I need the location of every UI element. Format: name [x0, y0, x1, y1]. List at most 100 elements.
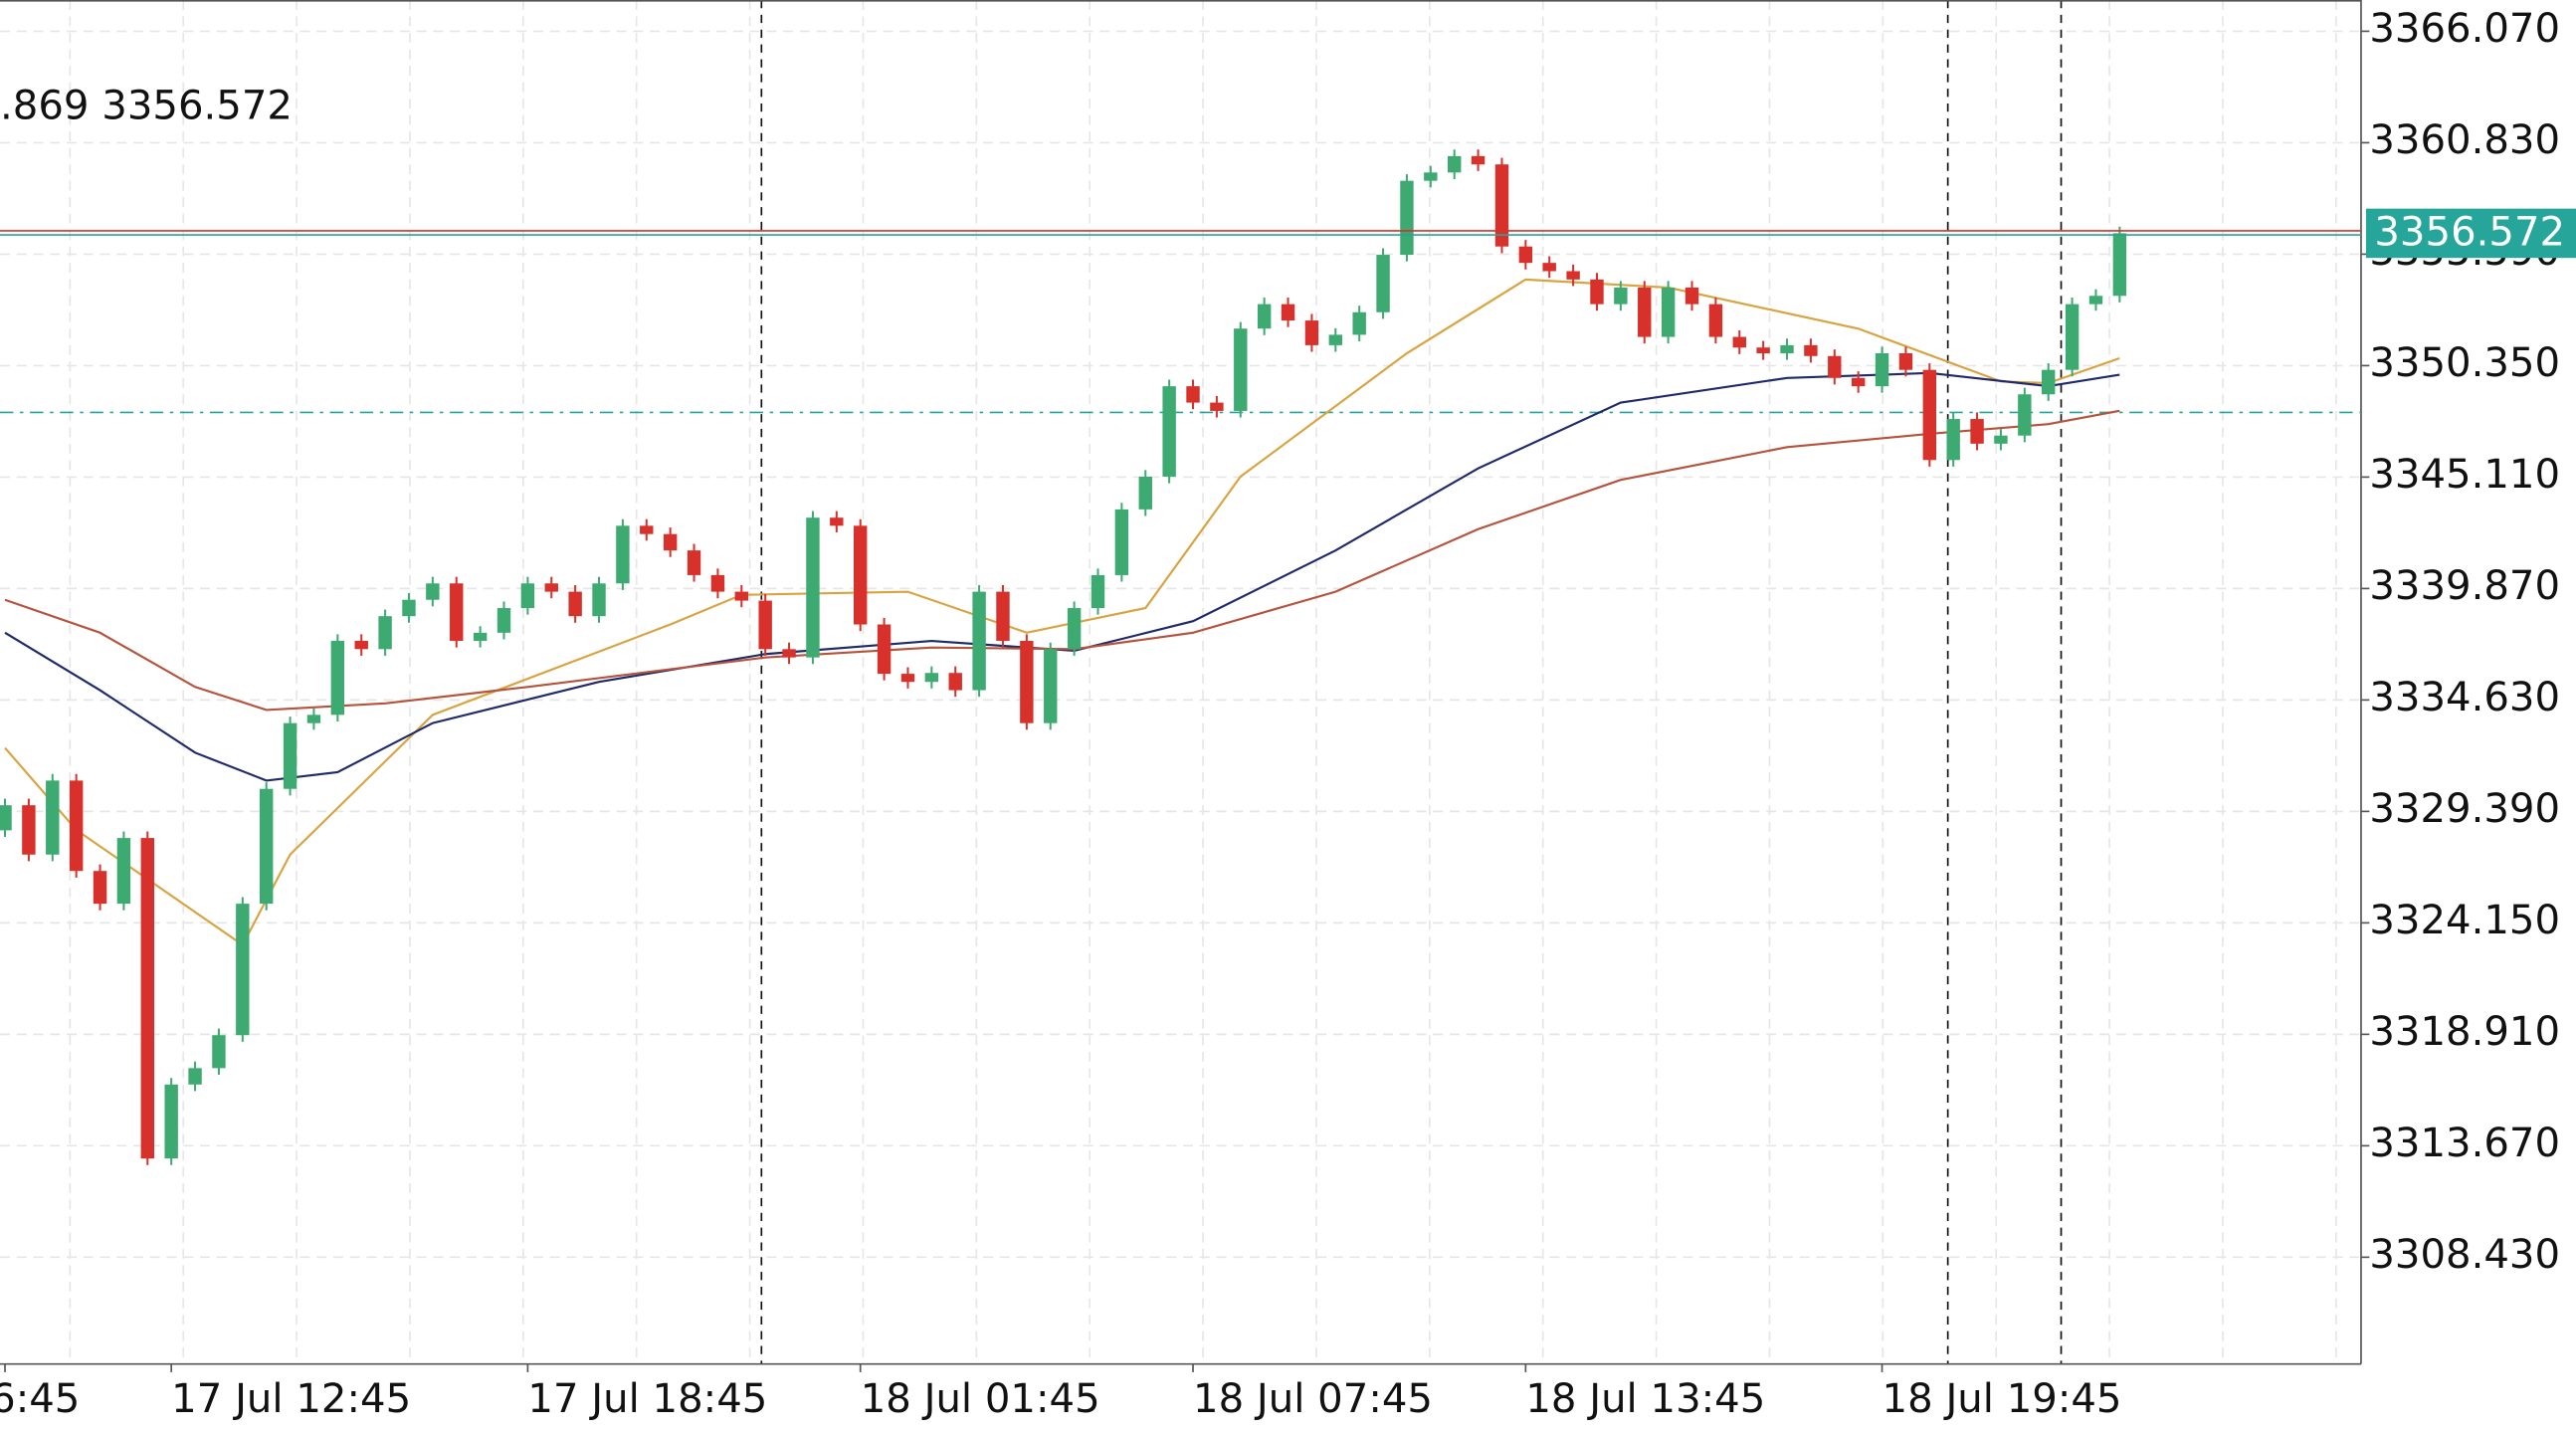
candle-body [1638, 287, 1652, 337]
candle-body [854, 525, 868, 625]
y-tick-label: 3324.150 [2369, 898, 2560, 943]
candle-body [378, 616, 392, 650]
candle-body [22, 805, 36, 855]
candle-body [1994, 435, 2008, 444]
candle-body [663, 533, 678, 551]
candle-body [1471, 155, 1486, 165]
y-tick-label: 3345.110 [2369, 452, 2560, 498]
candle-body [402, 599, 416, 617]
candle-body [1898, 353, 1913, 370]
candle-body [1922, 369, 1937, 461]
candle-body [2042, 369, 2056, 395]
candle-body [1210, 402, 1224, 411]
candle-body [473, 632, 488, 641]
candle-body [1090, 574, 1105, 609]
candle-body [0, 805, 12, 831]
candle-body [568, 591, 582, 617]
candle-body [1708, 304, 1723, 337]
candle-body [2088, 296, 2103, 305]
candle-body [1138, 476, 1152, 510]
candle-body [1281, 304, 1295, 321]
y-tick-label: 3366.070 [2369, 6, 2560, 52]
candle-body [1780, 344, 1794, 354]
candle-body [1162, 386, 1176, 477]
candle-body [1304, 320, 1319, 345]
candle-body [188, 1068, 202, 1085]
candle-body [996, 591, 1010, 641]
candle-body [972, 591, 986, 691]
candle-body [710, 574, 725, 592]
candle-body [1376, 255, 1390, 312]
price-box-label: 3356.572 [2374, 210, 2565, 256]
candle-body [806, 517, 820, 658]
candle-body [1020, 640, 1034, 723]
candle-body [687, 550, 701, 575]
y-tick-label: 3350.350 [2369, 340, 2560, 386]
candle-body [1518, 246, 1533, 264]
x-tick-label: 18 Jul 19:45 [1882, 1376, 2122, 1422]
y-tick-label: 3334.630 [2369, 675, 2560, 720]
candle-body [1328, 334, 1343, 345]
candle-body [116, 838, 131, 905]
candle-body [616, 525, 630, 584]
candle-body [1186, 386, 1200, 403]
candle-body [1044, 649, 1058, 723]
y-tick-label: 3308.430 [2369, 1232, 2560, 1278]
candle-body [1614, 287, 1628, 305]
x-tick-label: 6:45 [0, 1376, 80, 1422]
candle-body [2018, 394, 2032, 436]
candle-body [640, 525, 654, 534]
candle-body [1946, 419, 1960, 461]
candle-body [1542, 263, 1556, 272]
candle-body [1352, 311, 1366, 335]
x-tick-label: 17 Jul 12:45 [171, 1376, 411, 1422]
candle-body [1566, 271, 1580, 280]
candle-body [1067, 608, 1082, 650]
candle-body [758, 600, 772, 650]
candle-body [1684, 287, 1699, 305]
y-tick-label: 3339.870 [2369, 563, 2560, 609]
candle-body [1661, 287, 1676, 337]
candle-body [69, 780, 84, 872]
candle-body [1400, 180, 1414, 256]
candle-body [877, 624, 892, 675]
candle-body [1804, 344, 1818, 356]
y-tick-label: 3329.390 [2369, 786, 2560, 832]
candle-body [1732, 336, 1746, 348]
candle-body [830, 517, 844, 526]
candle-body [2112, 233, 2127, 297]
candle-body [426, 583, 440, 600]
candle-body [46, 780, 60, 855]
y-tick-label: 3313.670 [2369, 1121, 2560, 1166]
candle-body [236, 904, 250, 1036]
candle-body [1424, 172, 1438, 181]
candle-body [283, 722, 297, 789]
candle-body [1114, 509, 1129, 575]
candle-body [259, 788, 274, 905]
x-tick-label: 18 Jul 13:45 [1525, 1376, 1765, 1422]
candle-body [544, 583, 558, 592]
candle-body [1590, 279, 1604, 305]
x-tick-label: 18 Jul 01:45 [861, 1376, 1100, 1422]
y-tick-label: 3360.830 [2369, 117, 2560, 163]
candle-body [164, 1084, 178, 1159]
moving-average [4, 278, 2120, 947]
candle-body [212, 1035, 226, 1069]
price-box [2365, 208, 2576, 259]
moving-average [4, 371, 2120, 782]
candle-body [900, 674, 915, 683]
candle-body [1756, 347, 1770, 354]
candle-body [450, 583, 464, 641]
candle-body [354, 640, 368, 650]
y-tick-label: 3318.910 [2369, 1009, 2560, 1055]
candle-body [140, 838, 154, 1159]
candle-body [330, 640, 345, 716]
candle-body [782, 649, 796, 658]
x-tick-label: 17 Jul 18:45 [527, 1376, 767, 1422]
candle-body [1970, 419, 1984, 444]
candle-body [306, 715, 321, 723]
candle-body [1234, 328, 1248, 411]
header-text: .869 3356.572 [0, 84, 293, 129]
